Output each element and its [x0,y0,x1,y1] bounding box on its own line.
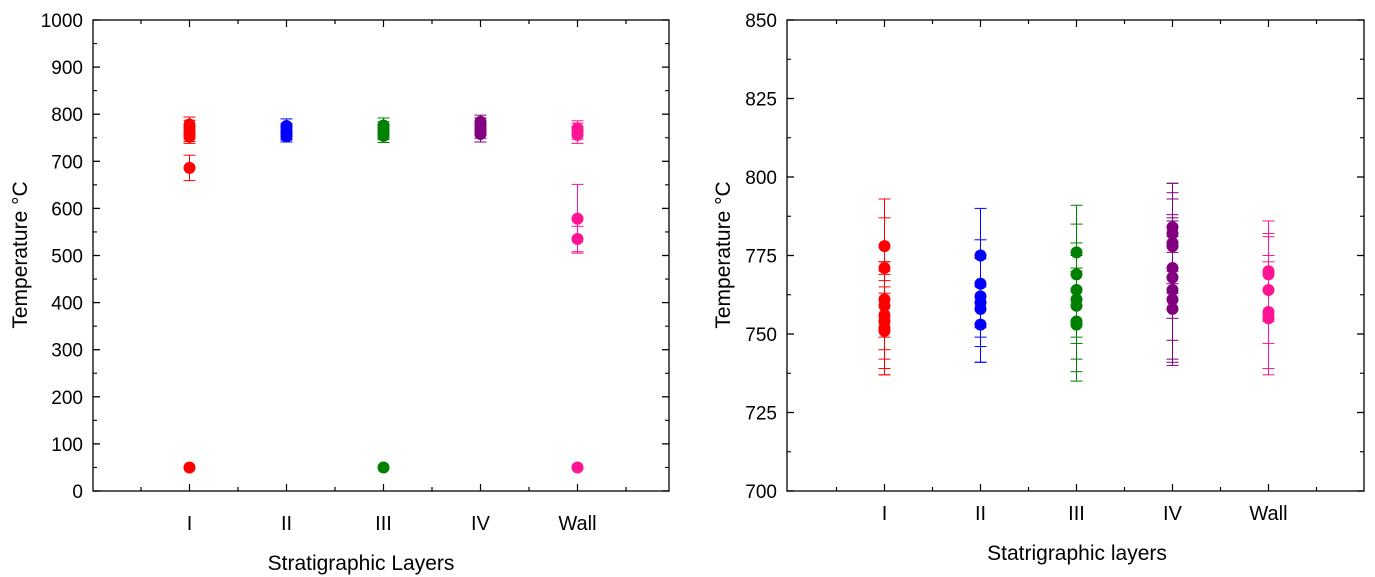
data-point [1262,312,1275,325]
y-axis: 700 725 750 775 800 825 850 [745,11,1364,503]
x-tick-label: IV [471,513,491,535]
y-tick-label: 700 [745,482,777,503]
data-point [571,233,584,246]
data-point [377,461,390,474]
data-point [878,324,891,337]
x-axis: I II III IV Wall [140,20,627,535]
data-point [183,461,196,474]
y-tick-label: 825 [745,90,777,111]
x-axis-title: Statrigraphic layers [987,542,1167,565]
y-axis-title: Temperature °C [712,181,735,328]
x-tick-label: II [975,503,986,525]
y-tick-label: 850 [745,11,777,32]
y-tick-label: 725 [745,404,777,425]
data-point [571,212,584,225]
data-point [474,127,487,140]
data-points [183,114,584,474]
data-point [377,129,390,142]
y-tick-label: 750 [745,325,777,346]
y-tick-label: 700 [51,152,83,173]
data-point [974,318,987,331]
data-point [571,461,584,474]
y-axis-title: Temperature °C [9,181,32,328]
y-tick-label: 500 [51,247,83,268]
x-tick-label: I [187,513,193,535]
x-tick-label: Wall [1249,503,1287,525]
y-tick-label: 800 [51,105,83,126]
data-point [1070,318,1083,331]
y-tick-label: 900 [51,58,83,79]
y-tick-label: 775 [745,247,777,268]
y-tick-label: 100 [51,435,83,456]
data-point [1166,302,1179,315]
y-tick-label: 0 [72,482,83,503]
data-point [280,130,293,143]
x-tick-label: III [1068,503,1085,525]
y-tick-label: 400 [51,294,83,315]
x-tick-label: Wall [558,513,596,535]
y-tick-label: 300 [51,341,83,362]
y-tick-label: 800 [745,168,777,189]
y-tick-label: 200 [51,388,83,409]
plot-frame [92,19,670,492]
data-point [183,130,196,143]
data-point [183,161,196,174]
y-axis: 0 100 200 300 400 500 600 700 800 900 1000 [41,11,669,503]
x-tick-label: III [375,513,392,535]
x-tick-label: IV [1163,503,1183,525]
data-point [571,128,584,141]
x-tick-label: II [281,513,292,535]
y-tick-label: 1000 [41,11,83,32]
x-axis-title: Stratigraphic Layers [268,552,455,575]
y-tick-label: 600 [51,199,83,220]
x-tick-label: I [882,503,888,525]
x-axis: I II III IV Wall [835,20,1318,525]
data-points [878,182,1275,382]
